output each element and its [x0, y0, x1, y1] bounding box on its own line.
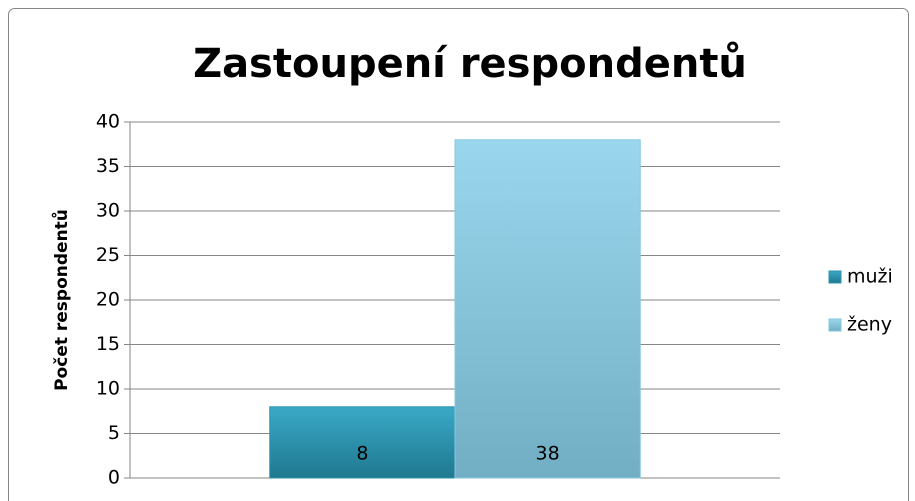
y-axis-label: Počet respondentů [50, 209, 72, 391]
bar [269, 406, 456, 479]
y-tick-label: 35 [96, 155, 120, 177]
y-tick-label: 20 [96, 289, 120, 311]
data-label: 38 [536, 443, 560, 465]
chart-title: Zastoupení respondentů [193, 40, 747, 87]
y-tick-label: 30 [96, 200, 120, 222]
legend-label: ženy [847, 314, 892, 336]
legend-swatch [828, 318, 842, 332]
y-tick-label: 15 [96, 333, 120, 355]
legend-swatch [828, 270, 842, 284]
y-tick-label: 5 [108, 422, 120, 444]
y-tick-label: 40 [96, 111, 120, 133]
data-label: 8 [356, 443, 368, 465]
y-tick-label: 25 [96, 244, 120, 266]
y-tick-label: 10 [96, 378, 120, 400]
bar [454, 139, 641, 479]
y-tick-label: 0 [108, 467, 120, 489]
legend-label: muži [847, 266, 893, 288]
